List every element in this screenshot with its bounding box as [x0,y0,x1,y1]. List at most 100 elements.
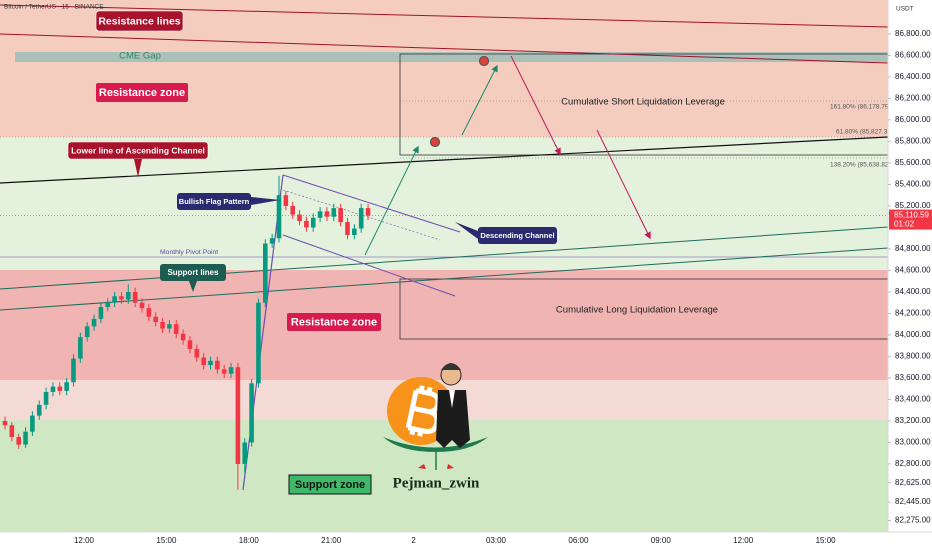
lower-line-label: Lower line of Ascending Channel [71,145,205,155]
y-tick-label: 83,000.00 [895,438,931,447]
candle-body [194,348,200,358]
logo-leaves [418,464,454,469]
descending-channel-line [282,234,456,297]
y-tick-label: 85,200.00 [895,201,931,210]
arrow-down [510,55,561,156]
y-tick-label: 86,000.00 [895,115,931,124]
candle-body [173,324,179,334]
y-tick-label: 82,445.00 [895,497,931,506]
candle-body [50,386,56,392]
candles [2,175,371,490]
avatar-body [436,390,470,448]
long-liq-label: Cumulative Long Liquidation Leverage [556,305,718,316]
candle-body [126,291,131,300]
support-zone-label: Support zone [295,479,365,491]
label-pointer [251,197,280,205]
y-tick-label: 84,800.00 [895,244,931,253]
annotations: Resistance lines CME Gap Resistance zone… [67,10,893,495]
candle-body [64,382,69,391]
arrow-up [364,145,419,256]
y-tick-label: 84,400.00 [895,287,931,296]
x-tick-label: 21:00 [321,536,342,545]
currency-label: USDT [896,6,914,13]
x-tick-label: 12:00 [733,536,754,545]
bullish-flag-label: Bullish Flag Pattern [179,197,250,206]
resistance-line [0,4,889,28]
monthly-pivot-label: Monthly Pivot Point [160,249,218,256]
x-tick-label: 03:00 [486,536,507,545]
candle-body [263,243,268,303]
price-axis-bg [888,0,932,550]
candle-body [132,291,138,303]
candle-body [276,195,282,239]
candle-body [112,296,117,303]
candle-body [36,404,42,416]
x-tick-label: 12:00 [74,536,95,545]
y-tick-label: 83,600.00 [895,373,931,382]
y-tick-label: 83,200.00 [895,416,931,425]
author-logo: Pejman_zwin [383,363,488,491]
y-tick-label: 82,625.00 [895,478,931,487]
candle-body [146,308,152,317]
descending-channel-label: Descending Channel [480,231,554,240]
candle-body [235,367,241,464]
countdown-label: 01:02 [894,220,915,229]
label-box [95,10,184,32]
candle-body [30,415,35,432]
candle-body [365,208,371,216]
candle-body [310,217,316,228]
channel-line [0,136,889,184]
label-box [287,313,381,331]
fib-label: 61.80% (85,827.30) [836,129,893,136]
y-tick-label: 86,400.00 [895,72,931,81]
candle-body [221,369,227,374]
y-tick-label: 83,400.00 [895,395,931,404]
resistance-zone-label: Resistance zone [99,87,185,99]
time-axis-bg [0,532,932,550]
y-tick-label: 86,200.00 [895,94,931,103]
resistance-line [0,33,889,64]
x-tick-label: 09:00 [651,536,672,545]
candle-body [338,208,343,223]
candle-body [43,391,49,405]
last-price-box [889,209,932,230]
logo-bowl [383,437,488,452]
x-tick-label: 15:00 [156,536,177,545]
candle-body [331,208,337,217]
fib-label: 161.80% (86,178.79) [830,104,891,111]
candle-body [91,318,97,327]
support-line [0,247,889,311]
candle-body [283,195,289,206]
x-tick-label: 06:00 [568,536,589,545]
candle-body [297,214,302,222]
candle-body [16,437,21,445]
y-tick-label: 83,800.00 [895,352,931,361]
candle-body [139,302,145,309]
support-line [0,226,889,290]
y-tick-label: 86,600.00 [895,51,931,60]
arrow-up [461,64,498,136]
candle-body [242,442,248,464]
y-tick-label: 82,800.00 [895,459,931,468]
candle-body [256,302,261,384]
y-tick-label: 84,000.00 [895,330,931,339]
label-box [96,83,188,102]
candle-body [290,205,295,215]
candle-body [2,420,8,426]
label-pointer [455,222,478,239]
x-tick-label: 2 [411,536,416,545]
author-name: Pejman_zwin [393,475,480,491]
y-tick-label: 85,600.00 [895,158,931,167]
cme-gap-band [15,52,888,62]
label-box [288,474,372,495]
label-box [478,227,557,244]
candle-body [215,360,220,370]
axes: 86,800.00 86,600.00 86,400.00 86,200.00 86,0… [0,29,932,545]
candle-body [84,326,90,338]
candle-body [105,302,111,308]
y-tick-label: 86,800.00 [895,29,931,38]
candle-body [160,322,165,329]
label-pointer [134,159,142,177]
target-dot [478,55,490,67]
